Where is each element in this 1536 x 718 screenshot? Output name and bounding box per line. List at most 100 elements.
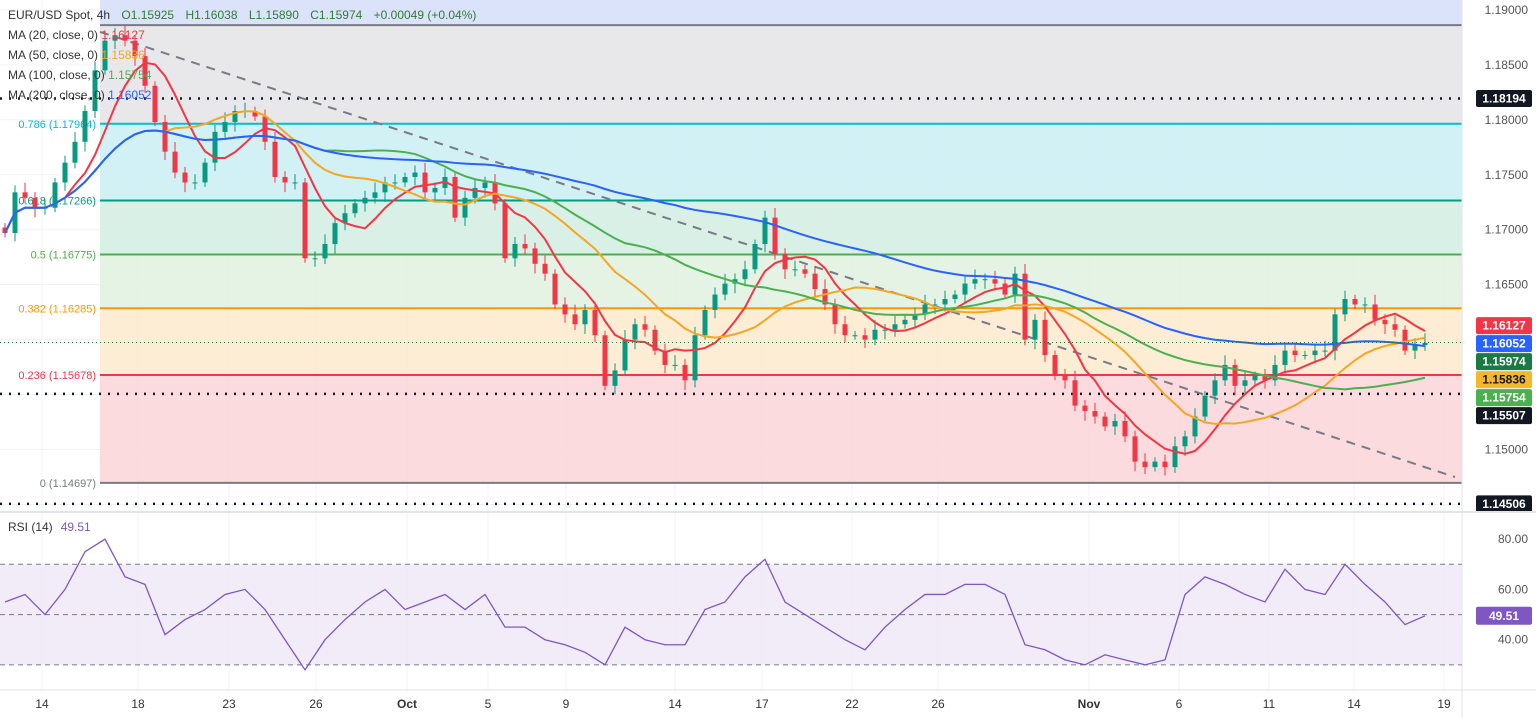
candle-body: [382, 182, 388, 193]
candle-body: [622, 339, 628, 371]
time-tick-label: 19: [1437, 697, 1451, 711]
candle-body: [1312, 350, 1318, 356]
candle-body: [642, 324, 648, 330]
candle-body: [82, 111, 88, 142]
candle-body: [1242, 380, 1248, 386]
candle-body: [922, 304, 928, 315]
candle-body: [982, 279, 988, 281]
candle-body: [1042, 319, 1048, 356]
candle-body: [162, 122, 168, 152]
candle-body: [1052, 355, 1058, 376]
candle-body: [852, 335, 858, 337]
fib-zone: [100, 308, 1462, 376]
candle-body: [402, 176, 408, 183]
ma50-line: [4, 110, 1426, 425]
time-tick-label: 26: [931, 697, 945, 711]
time-tick-label: 18: [131, 697, 145, 711]
fib-top-zone: [100, 0, 1462, 26]
price-badge-label: 1.16052: [1482, 337, 1526, 351]
rsi-badge-label: 49.51: [1489, 609, 1519, 623]
price-badge-label: 1.14506: [1482, 497, 1526, 511]
candle-body: [862, 335, 868, 340]
candle-body: [752, 244, 758, 270]
candle-body: [1192, 416, 1198, 437]
candle-body: [362, 197, 368, 204]
candle-body: [882, 329, 888, 331]
candle-body: [992, 279, 998, 284]
candle-body: [412, 172, 418, 177]
price-badge: [1476, 371, 1532, 389]
candle-body: [1282, 350, 1288, 365]
candle-body: [682, 364, 688, 381]
price-badge: [1476, 389, 1532, 407]
price-badge: [1476, 89, 1532, 107]
candle-body: [322, 244, 328, 259]
candle-body: [252, 111, 258, 117]
price-badge-label: 1.15754: [1482, 391, 1526, 405]
candle-body: [1022, 273, 1028, 340]
ma200-legend[interactable]: MA (200, close, 0) 1.16052: [8, 85, 476, 105]
ma-value: 1.16127: [101, 28, 145, 42]
price-badge-label: 1.15836: [1482, 373, 1526, 387]
candle-body: [1392, 324, 1398, 330]
candle-body: [822, 289, 828, 305]
candle-body: [652, 329, 658, 351]
candle-body: [1302, 355, 1308, 357]
rsi-label: RSI (14): [8, 520, 53, 534]
candle-body: [1182, 436, 1188, 447]
candle-body: [772, 217, 778, 254]
candle-body: [422, 172, 428, 193]
symbol-title[interactable]: EUR/USD Spot, 4h: [8, 8, 111, 22]
candle-body: [712, 294, 718, 310]
candle-body: [352, 203, 358, 214]
fib-level-label: 0.786 (1.17964): [18, 119, 96, 131]
candle-body: [912, 314, 918, 320]
candle-body: [592, 309, 598, 336]
candle-body: [872, 329, 878, 340]
ma200-line: [4, 129, 1426, 348]
candle-body: [152, 85, 158, 123]
candle-body: [762, 217, 768, 245]
ma100-legend[interactable]: MA (100, close, 0) 1.15754: [8, 65, 476, 85]
price-tick-label: 1.17000: [1485, 223, 1529, 237]
rsi-legend[interactable]: RSI (14) 49.51: [8, 520, 91, 534]
ma-label: MA (50, close, 0): [8, 48, 99, 62]
candle-body: [52, 182, 58, 208]
candle-body: [32, 197, 38, 208]
price-badge-label: 1.15507: [1482, 409, 1526, 423]
candle-body: [1382, 319, 1388, 325]
time-tick-label: 9: [563, 697, 570, 711]
candle-body: [522, 244, 528, 249]
candle-body: [1322, 350, 1328, 352]
candle-body: [742, 269, 748, 280]
candle-body: [1272, 364, 1278, 381]
ma20-legend[interactable]: MA (20, close, 0) 1.16127: [8, 25, 476, 45]
price-badge-label: 1.18194: [1482, 91, 1526, 105]
ohlc-close: C1.15974: [310, 8, 363, 22]
candle-body: [132, 40, 138, 57]
time-tick-label: Nov: [1078, 697, 1101, 711]
candle-body: [1252, 375, 1258, 381]
candle-body: [632, 324, 638, 340]
ma-value: 1.15836: [101, 48, 145, 62]
candle-body: [102, 40, 108, 71]
candle-body: [1092, 411, 1098, 417]
fib-zone: [100, 25, 1462, 124]
ma50-legend[interactable]: MA (50, close, 0) 1.15836: [8, 45, 476, 65]
time-tick-label: 6: [1176, 697, 1183, 711]
candle-body: [192, 182, 198, 184]
candle-body: [202, 162, 208, 183]
candle-body: [802, 269, 808, 274]
price-badge: [1476, 495, 1532, 513]
chart-legend: EUR/USD Spot, 4h O1.15925 H1.16038 L1.15…: [8, 5, 476, 105]
price-tick-label: 1.17500: [1485, 168, 1529, 182]
candle-body: [1362, 304, 1368, 306]
candle-body: [1352, 298, 1358, 305]
ma-value: 1.16052: [108, 88, 152, 102]
candle-body: [92, 70, 98, 112]
candle-body: [972, 279, 978, 284]
ohlc-open: O1.15925: [121, 8, 175, 22]
candle-body: [502, 203, 508, 259]
candle-body: [722, 283, 728, 295]
